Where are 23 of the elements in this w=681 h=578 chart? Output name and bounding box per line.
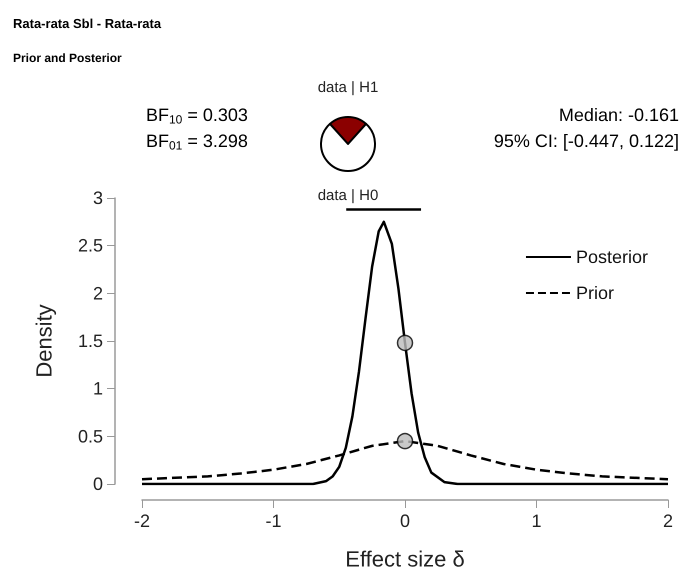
- text: 95% CI: [-0.447, 0.122]: [494, 131, 680, 151]
- y-axis-title: Density: [32, 304, 56, 378]
- y-tick-label: 2.5: [78, 236, 103, 256]
- y-tick-label: 1.5: [78, 331, 103, 351]
- x-axis-title: Effect size δ: [345, 546, 465, 572]
- slice-label: data | H1: [318, 79, 378, 96]
- chart-title: Rata-rata Sbl - Rata-rata: [13, 16, 162, 31]
- slice-label: data | H0: [318, 187, 378, 204]
- y-tick-label: 0: [92, 474, 103, 494]
- y-tick-label: 0.5: [78, 426, 103, 446]
- x-tick-label: -1: [265, 511, 282, 531]
- y-tick-label: 2: [92, 283, 103, 304]
- x-tick-label: 2: [662, 511, 674, 531]
- x-tick-label: -2: [134, 511, 150, 531]
- text: Median: -0.161: [558, 105, 679, 125]
- y-tick-label: 3: [92, 188, 103, 208]
- chart-subtitle: Prior and Posterior: [13, 51, 122, 65]
- x-tick-label: 1: [531, 511, 542, 531]
- legend-label: Posterior: [576, 247, 648, 267]
- x-tick-label: 0: [400, 511, 410, 531]
- legend-label: Prior: [576, 283, 614, 303]
- y-tick-label: 1: [92, 378, 103, 399]
- line-series: [140, 220, 670, 486]
